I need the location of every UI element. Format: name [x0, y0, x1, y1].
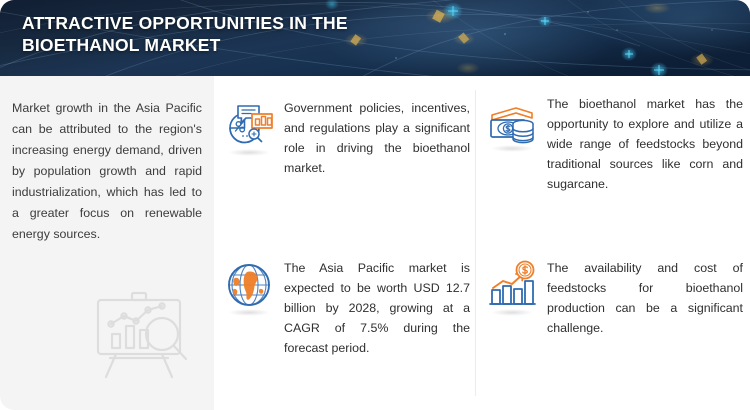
header-banner: ATTRACTIVE OPPORTUNITIES IN THE BIOETHAN…	[0, 0, 750, 76]
page-title: ATTRACTIVE OPPORTUNITIES IN THE BIOETHAN…	[22, 13, 348, 55]
globe-icon	[222, 258, 276, 316]
insight-card-text: The Asia Pacific market is expected to b…	[284, 261, 470, 355]
insight-card-feedstock-cost: The availability and cost of feedstocks …	[485, 258, 743, 338]
header-decorative-network-graphic	[0, 0, 750, 76]
icon-shadow	[491, 309, 533, 316]
column-divider	[475, 90, 476, 396]
insight-card-feedstock-opportunity: The bioethanol market has the opportunit…	[485, 94, 743, 194]
content-area: Market growth in the Asia Pacific can be…	[0, 76, 750, 410]
region-summary-text: Market growth in the Asia Pacific can be…	[12, 101, 202, 241]
icon-shadow	[491, 145, 533, 152]
icon-shadow	[228, 149, 270, 156]
insight-card-policies: Government policies, incentives, and reg…	[222, 98, 470, 178]
policy-chart-speech-bubble-icon	[222, 98, 276, 156]
bar-chart-growth-coin-icon	[485, 258, 539, 316]
region-summary-panel: Market growth in the Asia Pacific can be…	[0, 76, 214, 410]
insight-card-text: The bioethanol market has the opportunit…	[547, 97, 743, 191]
presentation-chart-magnifier-icon	[96, 291, 188, 379]
icon-shadow	[228, 309, 270, 316]
insight-card-text: Government policies, incentives, and reg…	[284, 101, 470, 175]
insight-card-apac-forecast: The Asia Pacific market is expected to b…	[222, 258, 470, 358]
insight-card-text: The availability and cost of feedstocks …	[547, 261, 743, 335]
money-cash-coins-icon	[485, 94, 539, 152]
